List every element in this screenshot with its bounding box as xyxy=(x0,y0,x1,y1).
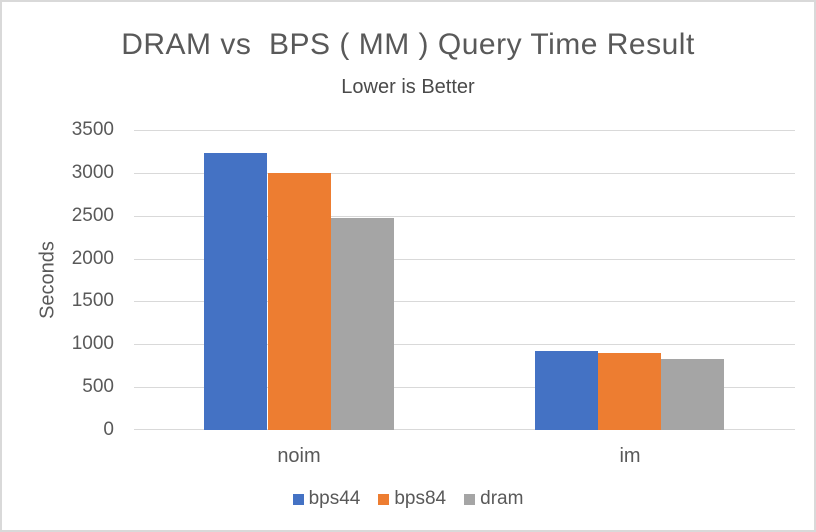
y-tick-label-2000: 2000 xyxy=(71,248,114,269)
chart-subtitle: Lower is Better xyxy=(341,76,475,98)
gridline-1500 xyxy=(134,301,795,302)
y-tick-label-1500: 1500 xyxy=(71,290,114,311)
x-category-label-im: im xyxy=(619,445,641,467)
legend-label-bps84: bps84 xyxy=(394,488,447,509)
gridline-3500 xyxy=(134,130,795,131)
legend-swatch-icon-bps44 xyxy=(292,493,304,505)
gridline-0 xyxy=(134,429,795,430)
legend: bps44 bps84 dram xyxy=(2,488,814,510)
legend-item-bps84: bps84 xyxy=(378,488,446,510)
gridline-500 xyxy=(134,387,795,388)
gridline-2500 xyxy=(134,216,795,217)
x-category-label-noim: noim xyxy=(277,445,321,467)
bar-bps84-noim xyxy=(268,173,331,430)
legend-item-bps44: bps44 xyxy=(292,488,361,510)
legend-label-dram: dram xyxy=(480,488,524,509)
gridline-2000 xyxy=(134,259,795,260)
bar-dram-im xyxy=(661,359,724,430)
y-tick-label-500: 500 xyxy=(82,376,114,397)
plot-area xyxy=(134,130,795,430)
y-tick-label-2500: 2500 xyxy=(71,205,114,226)
bar-bps84-im xyxy=(598,353,661,430)
y-tick-label-3000: 3000 xyxy=(71,162,114,183)
bar-bps44-noim xyxy=(204,153,267,430)
chart-title: DRAM vs BPS ( MM ) Query Time Result xyxy=(121,28,695,61)
bar-dram-noim xyxy=(331,218,394,430)
gridline-1000 xyxy=(134,344,795,345)
y-tick-label-1000: 1000 xyxy=(71,333,114,354)
legend-swatch-icon-dram xyxy=(464,493,476,505)
gridline-3000 xyxy=(134,173,795,174)
legend-swatch-icon-bps84 xyxy=(378,493,390,505)
y-tick-label-3500: 3500 xyxy=(71,119,114,140)
legend-item-dram: dram xyxy=(464,488,523,510)
legend-label-bps44: bps44 xyxy=(308,488,361,509)
y-tick-label-0: 0 xyxy=(103,419,114,440)
bar-bps44-im xyxy=(535,351,598,430)
